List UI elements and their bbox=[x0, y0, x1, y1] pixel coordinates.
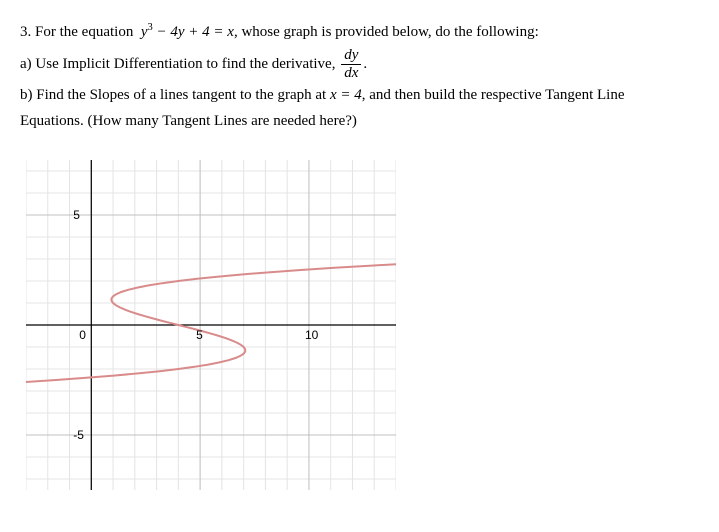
svg-text:0: 0 bbox=[79, 328, 86, 342]
derivative-fraction: dy dx bbox=[341, 48, 361, 81]
part-b-suffix: , and then build the respective Tangent … bbox=[362, 87, 625, 103]
svg-text:-5: -5 bbox=[73, 428, 84, 442]
intro-suffix: , whose graph is provided below, do the … bbox=[234, 24, 539, 40]
problem-number: 3. bbox=[20, 24, 31, 40]
x-equals: x = 4 bbox=[330, 87, 362, 103]
main-equation: y3 − 4y + 4 = x bbox=[141, 24, 234, 40]
svg-text:5: 5 bbox=[73, 208, 80, 222]
period: . bbox=[363, 56, 367, 72]
part-a-text: a) Use Implicit Differentiation to find … bbox=[20, 56, 335, 72]
fraction-numerator: dy bbox=[341, 48, 361, 65]
fraction-denominator: dx bbox=[341, 65, 361, 81]
part-a: a) Use Implicit Differentiation to find … bbox=[20, 48, 699, 81]
curve-chart: 0 5 10 -5 5 bbox=[26, 160, 396, 490]
part-b-line1: b) Find the Slopes of a lines tangent to… bbox=[20, 85, 699, 107]
chart-container: 0 5 10 -5 5 bbox=[26, 160, 699, 490]
svg-text:5: 5 bbox=[196, 328, 203, 342]
part-b-line2: Equations. (How many Tangent Lines are n… bbox=[20, 111, 699, 133]
svg-text:10: 10 bbox=[305, 328, 319, 342]
problem-intro: 3. For the equation y3 − 4y + 4 = x, who… bbox=[20, 20, 699, 44]
intro-prefix: For the equation bbox=[35, 24, 133, 40]
part-b-prefix: b) Find the Slopes of a lines tangent to… bbox=[20, 87, 326, 103]
